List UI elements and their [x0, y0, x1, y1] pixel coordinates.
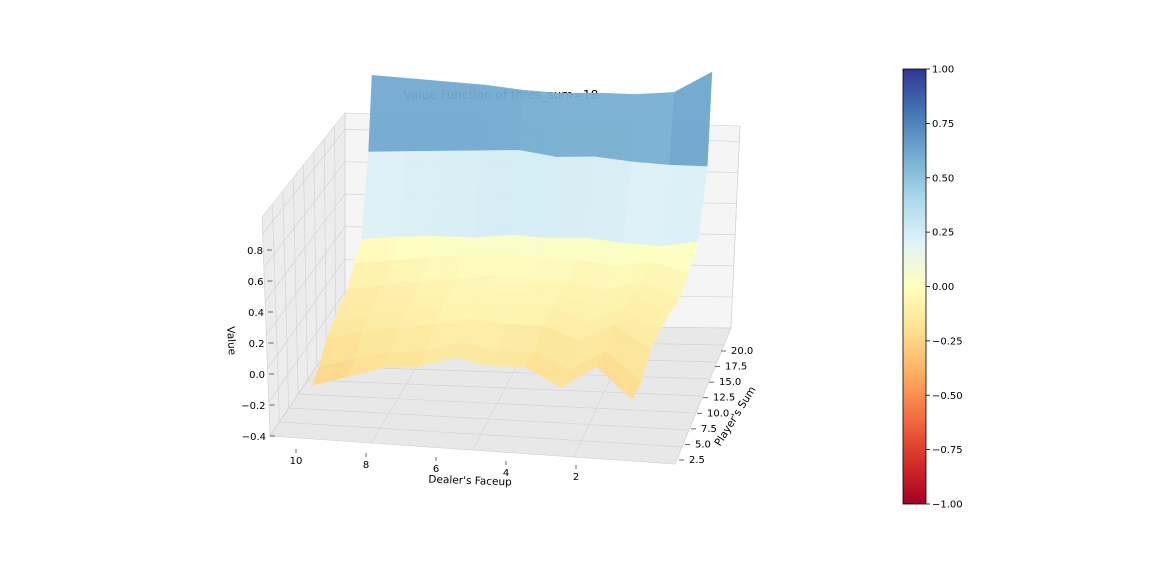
colorbar-tick-label: −1.00 [932, 500, 963, 511]
side-grid-line [323, 138, 327, 353]
colorbar-tick-label: 0.75 [932, 119, 954, 130]
surface-facet [481, 84, 524, 151]
surface-facet [594, 92, 637, 163]
surface-facet [631, 91, 675, 166]
z-tick-label: 0.0 [249, 370, 265, 381]
surface-facet [556, 92, 599, 158]
side-grid-line [282, 190, 290, 409]
y-tick-label: 15.0 [719, 377, 741, 388]
x-tick-label: 2 [573, 472, 579, 483]
colorbar: 1.00 0.75 0.50 0.25 0.00 −0.25 −0.50 −0.75 −1.00 [902, 65, 963, 511]
side-grid-line [313, 151, 318, 367]
surface-facet [398, 150, 445, 238]
colorbar-tick-label: −0.50 [932, 391, 963, 402]
z-tick-label: 0.6 [248, 277, 264, 288]
floor-grid-line [288, 407, 690, 431]
y-tick-label: 17.5 [725, 362, 747, 373]
colorbar-tick-label: 0.00 [932, 282, 954, 293]
y-tick-label: 5.0 [695, 439, 711, 450]
x-tick-label: 8 [363, 460, 369, 471]
y-tick-label: 10.0 [707, 408, 729, 419]
side-grid-line [303, 164, 308, 381]
colorbar-ticks: 1.00 0.75 0.50 0.25 0.00 −0.25 −0.50 −0.75 −1.00 [926, 65, 963, 511]
y-tick-label: 2.5 [689, 455, 705, 466]
floor-grid-line [307, 379, 704, 397]
side-grid-line [272, 203, 280, 423]
x-tick-label: 10 [290, 456, 303, 467]
colorbar-tick-label: −0.25 [932, 336, 963, 347]
side-grid-line [292, 177, 299, 395]
z-tick-label: 0.2 [249, 339, 265, 350]
side-grid-line [334, 125, 336, 339]
colorbar-tick-label: 1.00 [932, 65, 954, 76]
axis-ticks: 2 4 6 8 10 2.5 5.0 7.5 10.0 12.5 15.0 17.5 20.0 −0.4 −… [241, 246, 753, 483]
floor-grid-line [279, 421, 683, 448]
colorbar-tick-label: 0.50 [932, 173, 954, 184]
x-axis-label: Dealer's Faceup [428, 474, 512, 489]
surface-facet [368, 75, 411, 153]
x-tick-label: 4 [503, 468, 509, 479]
y-tick-label: 7.5 [701, 424, 717, 435]
z-axis-label: Value [224, 326, 238, 356]
y-tick-label: 12.5 [713, 393, 735, 404]
surface-facet [596, 351, 642, 400]
z-tick-label: −0.4 [242, 432, 266, 443]
z-tick-label: 0.8 [247, 246, 263, 257]
colorbar-gradient [902, 68, 927, 505]
back-grid-line [730, 125, 741, 329]
surface-facet [443, 81, 486, 152]
surface-facet [405, 78, 448, 152]
surface-facet [669, 71, 713, 167]
surface-facet [518, 89, 562, 158]
value-surface [311, 71, 713, 400]
z-tick-label: −0.2 [241, 401, 265, 412]
x-tick-label: 6 [433, 464, 439, 475]
surface-facet [361, 151, 407, 240]
colorbar-tick-label: 0.25 [932, 228, 954, 239]
y-tick-label: 20.0 [731, 346, 753, 357]
colorbar-tick-label: −0.75 [932, 445, 963, 456]
z-tick-label: 0.4 [248, 308, 264, 319]
floor-grid-line [298, 393, 697, 414]
